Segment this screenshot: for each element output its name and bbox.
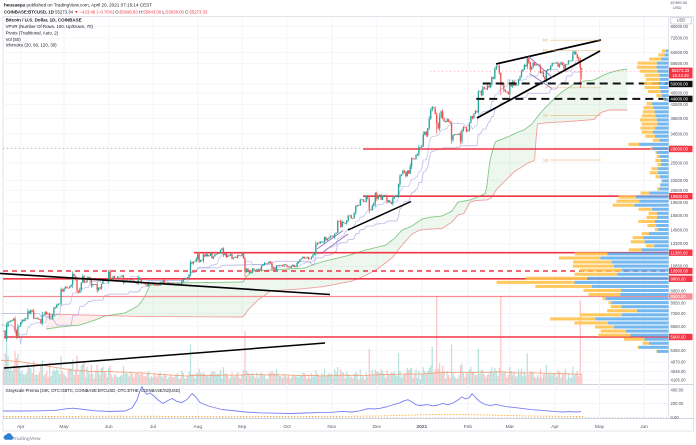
svg-text:R1: R1 <box>543 48 549 53</box>
svg-text:29000.00: 29000.00 <box>671 147 689 152</box>
svg-text:Bitcoin / U.S. Dollar, 1D, COI: Bitcoin / U.S. Dollar, 1D, COINBASE <box>6 18 82 23</box>
svg-text:10850.00: 10850.00 <box>671 264 689 269</box>
svg-text:400.00: 400.00 <box>671 387 684 392</box>
svg-text:55273.33: 55273.33 <box>672 68 690 73</box>
svg-text:14900.00: 14900.00 <box>671 227 689 232</box>
svg-text:19500.00: 19500.00 <box>671 194 689 199</box>
svg-text:May: May <box>595 424 605 430</box>
svg-text:Apr: Apr <box>551 424 559 430</box>
svg-text:Aug: Aug <box>193 424 202 430</box>
svg-text:6550.00: 6550.00 <box>671 324 687 329</box>
svg-text:8850.00: 8850.00 <box>671 289 687 294</box>
svg-text:S2: S2 <box>543 113 549 118</box>
svg-text:8500.00: 8500.00 <box>671 294 687 299</box>
svg-text:9800.00: 9800.00 <box>671 277 687 282</box>
svg-text:May: May <box>59 424 69 430</box>
svg-text:Pivots (Traditional, Auto, 2): Pivots (Traditional, Auto, 2) <box>6 30 59 35</box>
svg-text:Dec: Dec <box>372 424 381 430</box>
svg-text:Jun: Jun <box>105 424 113 430</box>
svg-text:22500.00: 22500.00 <box>671 178 689 183</box>
svg-text:Ichimoku (20, 60, 120, 30): Ichimoku (20, 60, 120, 30) <box>6 43 58 48</box>
svg-text:Nov: Nov <box>327 424 336 430</box>
svg-text:25500.00: 25500.00 <box>671 160 689 165</box>
svg-text:0.00: 0.00 <box>671 415 680 420</box>
svg-text:64500.00: 64500.00 <box>671 50 689 55</box>
svg-text:18500.00: 18500.00 <box>671 200 689 205</box>
svg-text:Oct: Oct <box>283 424 291 430</box>
svg-text:4545.00: 4545.00 <box>671 369 687 374</box>
svg-text:USD: USD <box>673 5 682 10</box>
svg-text:Jul: Jul <box>150 424 156 430</box>
svg-text:5900.00: 5900.00 <box>671 335 687 340</box>
svg-text:4165.00: 4165.00 <box>671 378 687 383</box>
svg-text:13300.00: 13300.00 <box>671 241 689 246</box>
svg-text:44000.00: 44000.00 <box>671 97 689 102</box>
svg-text:Grayscale Premia (24K, OTC:GBT: Grayscale Premia (24K, OTC:GBTC, COINBAS… <box>6 388 181 393</box>
svg-text:8050.00: 8050.00 <box>671 301 687 306</box>
svg-text:S3: S3 <box>543 157 549 162</box>
svg-text:Sep: Sep <box>238 424 247 430</box>
svg-text:58500.00: 58500.00 <box>671 61 689 66</box>
svg-text:42500.00: 42500.00 <box>671 102 689 107</box>
svg-text:4970.00: 4970.00 <box>671 360 687 365</box>
svg-text:2021: 2021 <box>416 424 427 430</box>
svg-text:11300.00: 11300.00 <box>671 250 689 255</box>
svg-text:72500.00: 72500.00 <box>671 36 689 41</box>
svg-text:46500.00: 46500.00 <box>671 91 689 96</box>
svg-text:Mar: Mar <box>506 424 515 430</box>
svg-text:87499.00: 87499.00 <box>671 0 688 5</box>
svg-text:TradingView: TradingView <box>13 436 41 442</box>
svg-text:Jun: Jun <box>640 424 648 430</box>
svg-text:80000.00: 80000.00 <box>671 24 689 29</box>
svg-text:50000.00: 50000.00 <box>671 82 689 87</box>
svg-text:heusaepa published on TradingV: heusaepa published on TradingView.com, A… <box>4 3 152 8</box>
svg-text:VPVR (Number Of Rows, 100, Up/: VPVR (Number Of Rows, 100, Up/Down, 70) <box>6 24 94 29</box>
svg-text:USD: USD <box>677 18 686 23</box>
svg-text:10500.00: 10500.00 <box>671 269 689 274</box>
svg-text:COINBASE:BTCUSD, 1D 55273.34: COINBASE:BTCUSD, 1D 55273.34 ▼ −423.49 (… <box>4 9 208 14</box>
svg-text:P: P <box>545 85 548 90</box>
svg-text:R2: R2 <box>543 38 549 43</box>
svg-text:20500.00: 20500.00 <box>671 188 689 193</box>
svg-text:Apr: Apr <box>17 424 25 430</box>
svg-text:16500.00: 16500.00 <box>671 213 689 218</box>
svg-text:18:44:49: 18:44:49 <box>672 73 689 78</box>
svg-text:38500.00: 38500.00 <box>671 116 689 121</box>
svg-text:200.00: 200.00 <box>671 401 684 406</box>
svg-text:Vol (50): Vol (50) <box>6 37 22 42</box>
svg-text:Feb: Feb <box>464 424 473 430</box>
svg-text:5450.00: 5450.00 <box>671 348 687 353</box>
svg-text:34500.00: 34500.00 <box>671 132 689 137</box>
svg-text:7250.00: 7250.00 <box>671 311 687 316</box>
